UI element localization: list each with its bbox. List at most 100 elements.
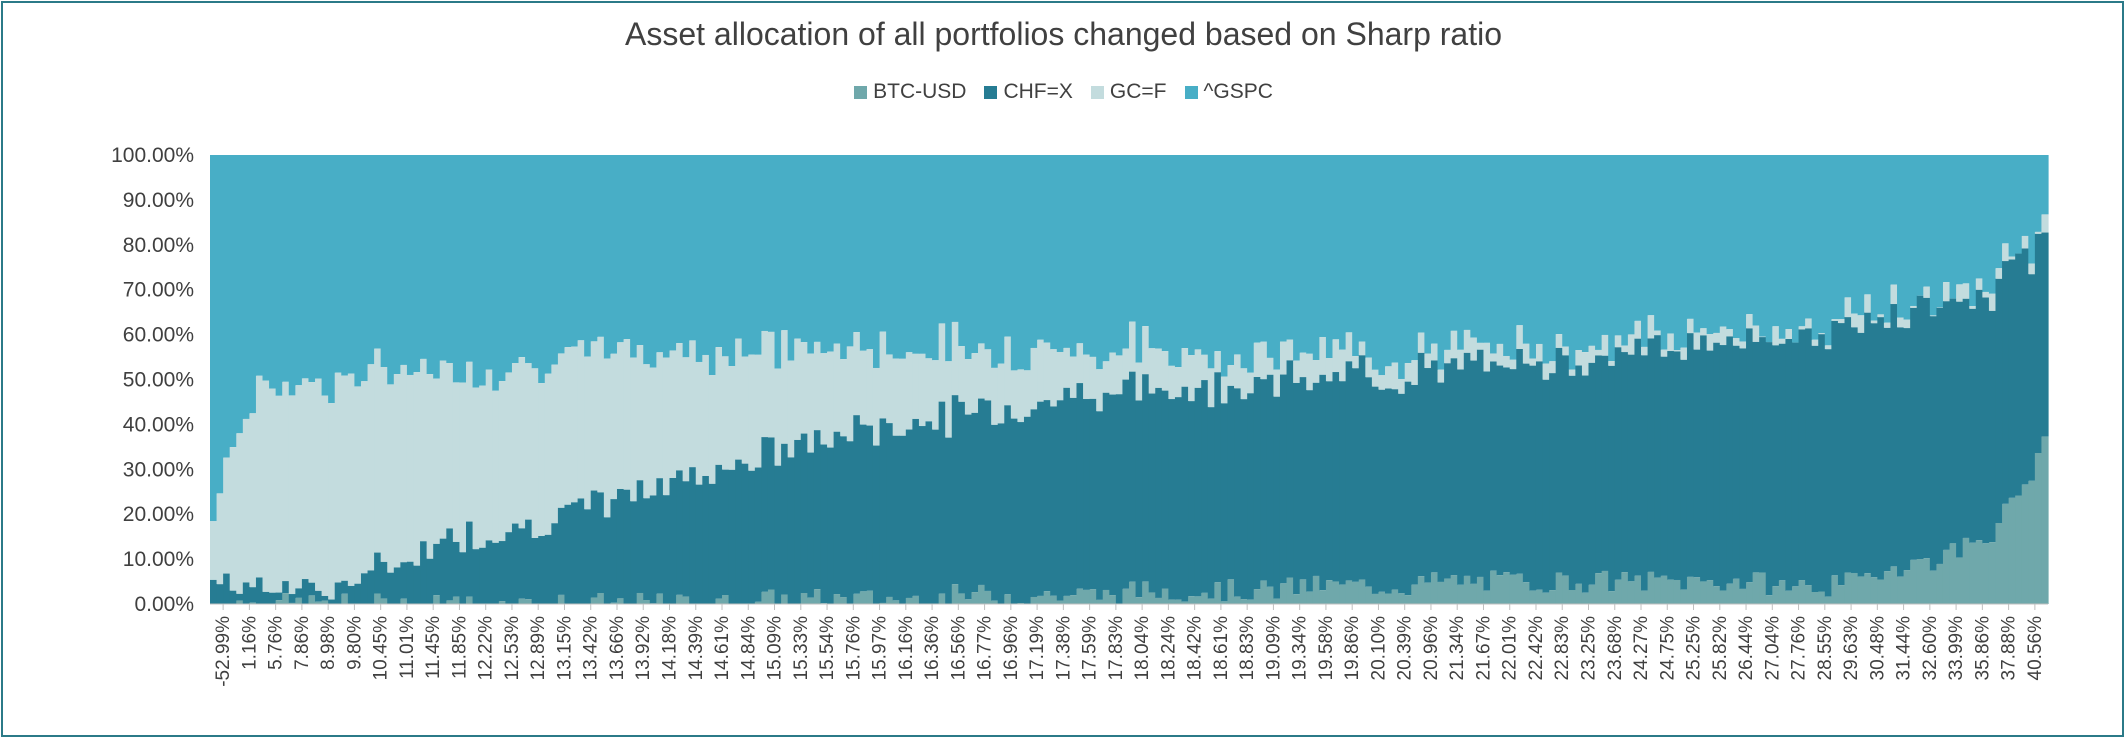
bar-gold: [288, 395, 296, 595]
bar-gspc: [282, 155, 290, 382]
bar-chf: [774, 465, 782, 604]
bar-gold: [236, 433, 244, 594]
bar-btc: [1089, 589, 1097, 604]
bar-btc: [1739, 588, 1747, 604]
bar-gold: [1805, 318, 1813, 329]
bar-gold: [413, 372, 421, 566]
bar-gold: [1719, 326, 1727, 346]
bar-btc: [767, 589, 776, 604]
bar-gold: [1686, 318, 1695, 334]
bar-gspc: [1470, 155, 1478, 338]
bar-gold: [1102, 361, 1110, 393]
bar-btc: [1883, 571, 1892, 604]
bar-btc: [656, 593, 664, 604]
bar-gspc: [695, 155, 703, 362]
bar-chf: [1877, 317, 1885, 580]
bar-btc: [1719, 590, 1727, 604]
x-tick-label: 20.39%: [1395, 616, 1416, 681]
bar-gspc: [899, 155, 907, 359]
bar-chf: [229, 590, 237, 604]
bar-chf: [2002, 261, 2010, 504]
bar-chf: [551, 523, 559, 604]
legend-item-gold[interactable]: GC=F: [1090, 80, 1167, 104]
bar-chf: [1509, 369, 1517, 575]
legend-item-gspc[interactable]: ^GSPC: [1184, 80, 1273, 104]
bar-chf: [255, 577, 264, 604]
chart-title: Asset allocation of all portfolios chang…: [625, 16, 1502, 52]
bar-chf: [1903, 328, 1911, 571]
bar-gold: [485, 369, 493, 541]
bar-btc: [1096, 599, 1104, 604]
bar-btc: [1050, 595, 1058, 604]
bar-chf: [367, 570, 375, 604]
bar-chf: [1470, 360, 1478, 584]
legend-item-chf[interactable]: CHF=X: [984, 80, 1073, 104]
bar-gspc: [1529, 155, 1537, 359]
bar-gold: [551, 364, 559, 524]
bar-chf: [590, 490, 598, 598]
y-tick-label: 30.00%: [123, 458, 194, 481]
bar-gspc: [787, 155, 795, 361]
bar-btc: [754, 601, 762, 604]
bar-btc: [807, 597, 815, 604]
bar-gspc: [288, 155, 296, 396]
bar-chf: [1890, 304, 1898, 567]
x-tick-label: 35.86%: [1972, 616, 1993, 681]
bar-chf: [295, 588, 303, 598]
bar-gspc: [472, 155, 480, 388]
bar-chf: [886, 423, 894, 597]
bar-gold: [1726, 329, 1734, 337]
bar-btc: [761, 591, 769, 604]
bar-gold: [649, 367, 657, 496]
bar-btc: [938, 593, 946, 604]
bar-chf: [1148, 393, 1156, 593]
bar-gspc: [538, 155, 546, 384]
x-tick-label: 16.77%: [975, 616, 996, 681]
bar-gspc: [1358, 155, 1366, 342]
x-tick-label: 30.48%: [1867, 616, 1888, 681]
bar-gold: [1083, 354, 1091, 400]
bar-chf: [1339, 381, 1347, 585]
bar-gold: [1759, 336, 1767, 338]
bar-chf: [328, 599, 336, 604]
bar-chf: [262, 591, 270, 604]
bar-chf: [616, 488, 625, 599]
x-tick-label: 13.66%: [607, 616, 628, 681]
bar-chf: [1371, 386, 1380, 594]
bar-gold: [1798, 326, 1806, 330]
bar-gold: [1529, 358, 1537, 366]
bar-gold: [1010, 370, 1019, 419]
bar-chf: [1535, 361, 1544, 590]
bar-btc: [1562, 575, 1570, 604]
bar-btc: [1109, 595, 1117, 604]
bar-btc: [1174, 599, 1183, 604]
bar-btc: [1857, 576, 1865, 604]
bar-gspc: [1234, 155, 1242, 355]
bar-chf: [1483, 371, 1491, 591]
bar-gspc: [1509, 155, 1517, 360]
bar-gold: [1430, 343, 1439, 361]
bar-btc: [1083, 589, 1091, 604]
legend-label-gold: GC=F: [1109, 80, 1167, 103]
bar-chf: [393, 567, 401, 604]
bar-chf: [1739, 348, 1747, 589]
bar-gspc: [1673, 155, 1681, 351]
bar-chf: [1398, 393, 1406, 594]
bar-gold: [1503, 355, 1511, 368]
bar-btc: [1385, 593, 1393, 604]
bar-chf: [1956, 301, 1964, 558]
bar-chf: [1358, 355, 1366, 580]
bar-chf: [649, 495, 657, 604]
bar-chf: [321, 595, 329, 601]
bar-gspc: [301, 155, 310, 379]
bar-chf: [1063, 387, 1071, 596]
bar-gold: [1069, 356, 1078, 398]
bar-chf: [991, 424, 999, 601]
bar-btc: [1831, 575, 1839, 604]
legend-item-btc[interactable]: BTC-USD: [854, 80, 966, 104]
bar-btc: [1286, 577, 1294, 604]
bar-gspc: [728, 155, 736, 367]
bar-chf: [1325, 381, 1334, 581]
bar-gold: [295, 385, 303, 589]
bar-btc: [1260, 580, 1268, 604]
